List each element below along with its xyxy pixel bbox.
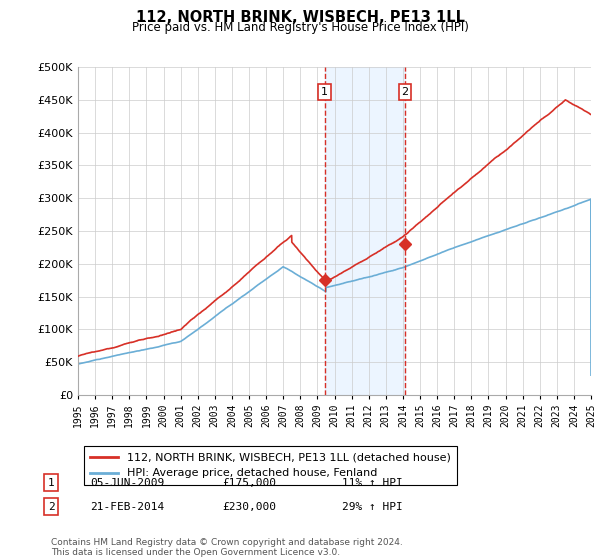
Text: 2: 2: [47, 502, 55, 512]
Text: 21-FEB-2014: 21-FEB-2014: [90, 502, 164, 512]
Text: 11% ↑ HPI: 11% ↑ HPI: [342, 478, 403, 488]
Text: 29% ↑ HPI: 29% ↑ HPI: [342, 502, 403, 512]
Text: £175,000: £175,000: [222, 478, 276, 488]
Text: 2: 2: [401, 87, 409, 97]
Text: 05-JUN-2009: 05-JUN-2009: [90, 478, 164, 488]
Text: 112, NORTH BRINK, WISBECH, PE13 1LL: 112, NORTH BRINK, WISBECH, PE13 1LL: [136, 10, 464, 25]
Text: Price paid vs. HM Land Registry's House Price Index (HPI): Price paid vs. HM Land Registry's House …: [131, 21, 469, 34]
Bar: [325, 67, 405, 395]
Text: 1: 1: [321, 87, 328, 97]
Text: 1: 1: [47, 478, 55, 488]
Legend: 112, NORTH BRINK, WISBECH, PE13 1LL (detached house), HPI: Average price, detach: 112, NORTH BRINK, WISBECH, PE13 1LL (det…: [83, 446, 457, 485]
Text: Contains HM Land Registry data © Crown copyright and database right 2024.
This d: Contains HM Land Registry data © Crown c…: [51, 538, 403, 557]
Text: £230,000: £230,000: [222, 502, 276, 512]
